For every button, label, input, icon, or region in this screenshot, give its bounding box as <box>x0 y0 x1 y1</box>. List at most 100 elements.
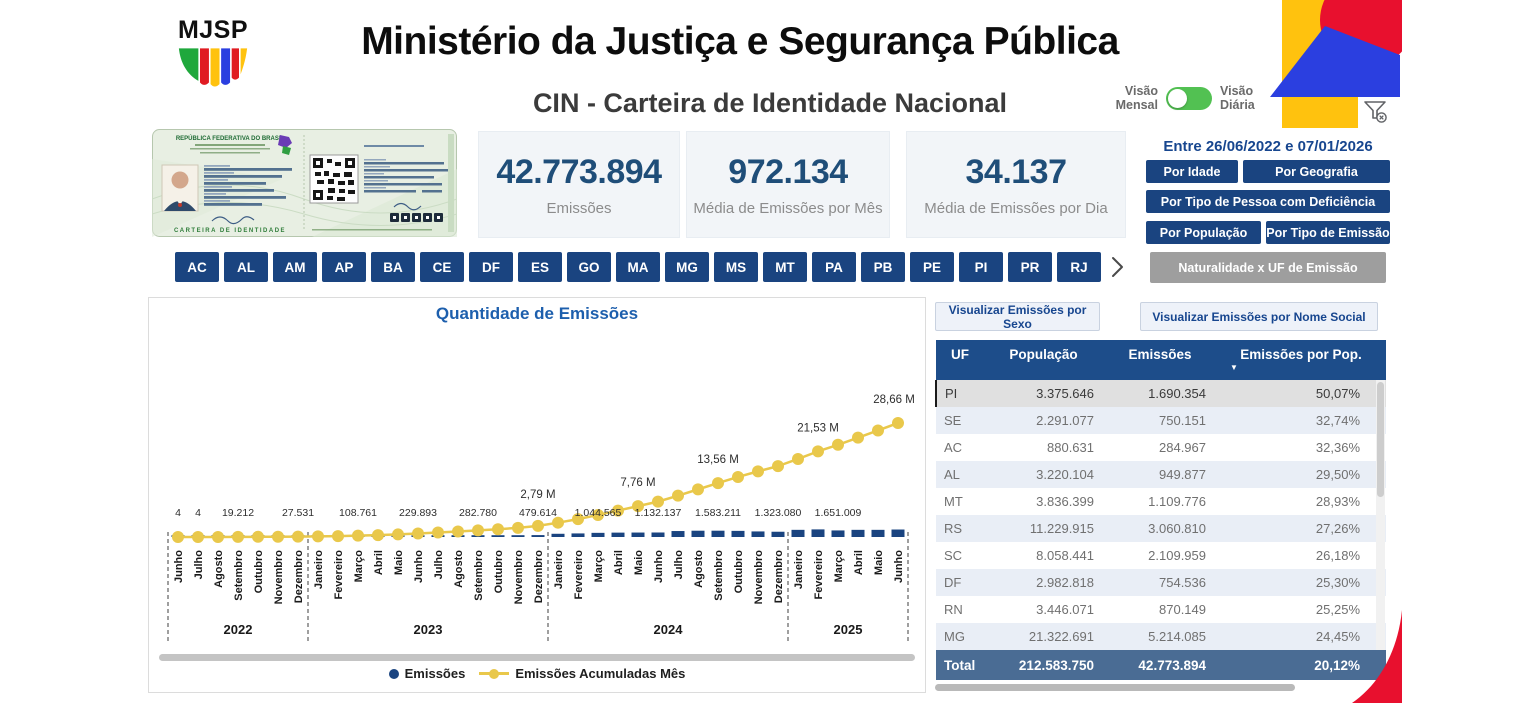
table-horizontal-scrollbar[interactable] <box>935 684 1295 691</box>
filter-button-por-populacao[interactable]: Por População <box>1146 221 1261 244</box>
data-point[interactable] <box>172 531 184 543</box>
kpi-label: Média de Emissões por Dia <box>924 199 1108 217</box>
data-point[interactable] <box>712 477 724 490</box>
uf-button-am[interactable]: AM <box>273 252 317 282</box>
table-row[interactable]: RS 11.229.915 3.060.810 27,26% <box>936 515 1386 542</box>
data-point[interactable] <box>892 417 904 429</box>
visualizar-por-nome-social-button[interactable]: Visualizar Emissões por Nome Social <box>1140 302 1378 331</box>
data-point[interactable] <box>352 529 364 542</box>
data-point[interactable] <box>192 531 204 543</box>
chevron-right-icon[interactable] <box>1106 254 1128 280</box>
uf-button-ms[interactable]: MS <box>714 252 758 282</box>
table-row[interactable]: DF 2.982.818 754.536 25,30% <box>936 569 1386 596</box>
uf-button-pi[interactable]: PI <box>959 252 1003 282</box>
uf-button-mt[interactable]: MT <box>763 252 807 282</box>
data-point[interactable] <box>612 504 624 517</box>
column-header-emissoes[interactable]: Emissões <box>1104 340 1216 380</box>
data-point[interactable] <box>492 523 504 536</box>
uf-button-es[interactable]: ES <box>518 252 562 282</box>
data-point[interactable] <box>652 495 664 508</box>
filter-button-por-idade[interactable]: Por Idade <box>1146 160 1238 183</box>
data-point[interactable] <box>272 530 284 543</box>
data-point[interactable] <box>512 521 524 534</box>
uf-button-mg[interactable]: MG <box>665 252 709 282</box>
uf-button-pr[interactable]: PR <box>1008 252 1052 282</box>
uf-button-row: AC AL AM AP BA CE DF ES GO MA MG MS MT PA PB PE PI PR RJ <box>175 252 1101 282</box>
data-point[interactable] <box>592 508 604 521</box>
table-row[interactable]: RN 3.446.071 870.149 25,25% <box>944 602 1360 617</box>
uf-button-ma[interactable]: MA <box>616 252 660 282</box>
cumulative-line[interactable] <box>172 417 904 543</box>
uf-button-pb[interactable]: PB <box>861 252 905 282</box>
svg-text:Janeiro: Janeiro <box>793 550 805 589</box>
naturalidade-uf-button[interactable]: Naturalidade x UF de Emissão <box>1150 252 1386 283</box>
data-point[interactable] <box>732 470 744 483</box>
data-point[interactable] <box>432 526 444 539</box>
svg-text:Dezembro: Dezembro <box>293 550 305 603</box>
table-row[interactable]: SC 8.058.441 2.109.959 26,18% <box>944 548 1360 563</box>
visualizar-por-sexo-button[interactable]: Visualizar Emissões por Sexo <box>935 302 1100 331</box>
data-point[interactable] <box>472 524 484 537</box>
data-point[interactable] <box>872 424 884 437</box>
table-row[interactable]: PI 3.375.646 1.690.354 50,07% <box>935 380 1386 407</box>
data-point[interactable] <box>812 445 824 458</box>
uf-button-pe[interactable]: PE <box>910 252 954 282</box>
view-toggle[interactable] <box>1166 86 1212 110</box>
data-point[interactable] <box>412 527 424 540</box>
table-row[interactable]: MG 21.322.691 5.214.085 24,45% <box>936 623 1386 650</box>
mjsp-fan-icon <box>178 48 248 87</box>
uf-button-ap[interactable]: AP <box>322 252 366 282</box>
filter-button-por-geografia[interactable]: Por Geografia <box>1243 160 1390 183</box>
table-row[interactable]: SE 2.291.077 750.151 32,74% <box>936 407 1386 434</box>
uf-button-df[interactable]: DF <box>469 252 513 282</box>
data-point[interactable] <box>632 500 644 513</box>
sort-descending-icon[interactable]: ▼ <box>1230 363 1238 372</box>
data-point[interactable] <box>532 519 544 532</box>
uf-button-ce[interactable]: CE <box>420 252 464 282</box>
table-row[interactable]: MT 3.836.399 1.109.776 28,93% <box>944 494 1360 509</box>
data-point[interactable] <box>832 438 844 451</box>
cumulative-value-labels: 2,79 M 7,76 M 13,56 M 21,53 M 28,66 M <box>520 394 914 501</box>
data-point[interactable] <box>212 530 224 543</box>
data-point[interactable] <box>312 530 324 543</box>
data-point[interactable] <box>672 489 684 502</box>
column-header-populacao[interactable]: População <box>984 340 1104 380</box>
data-point[interactable] <box>392 528 404 541</box>
filter-button-por-tipo-pessoa-deficiencia[interactable]: Por Tipo de Pessoa com Deficiência <box>1146 190 1390 213</box>
data-point[interactable] <box>252 530 264 543</box>
legend-item-acumuladas: Emissões Acumuladas Mês <box>479 666 685 681</box>
uf-button-al[interactable]: AL <box>224 252 268 282</box>
uf-button-ac[interactable]: AC <box>175 252 219 282</box>
data-point[interactable] <box>752 465 764 478</box>
data-point[interactable] <box>692 483 704 496</box>
data-point[interactable] <box>792 452 804 465</box>
filter-button-por-tipo-emissao[interactable]: Por Tipo de Emissão <box>1266 221 1390 244</box>
data-point[interactable] <box>452 525 464 538</box>
mjsp-logo-text: MJSP <box>177 16 249 44</box>
data-point[interactable] <box>232 530 244 543</box>
data-point[interactable] <box>852 431 864 444</box>
table-row[interactable]: AC 880.631 284.967 32,36% <box>944 440 1360 455</box>
clear-filters-icon[interactable] <box>1362 98 1388 124</box>
table-vertical-scrollbar[interactable] <box>1376 380 1385 650</box>
uf-button-pa[interactable]: PA <box>812 252 856 282</box>
svg-text:2022: 2022 <box>224 622 253 637</box>
svg-text:Julho: Julho <box>433 550 445 580</box>
uf-button-go[interactable]: GO <box>567 252 611 282</box>
data-point[interactable] <box>772 460 784 473</box>
chart-horizontal-scrollbar[interactable] <box>159 654 915 661</box>
kpi-value: 42.773.894 <box>496 152 662 191</box>
column-header-uf[interactable]: UF <box>936 340 984 380</box>
data-point[interactable] <box>372 529 384 542</box>
table-row[interactable]: AL 3.220.104 949.877 29,50% <box>936 461 1386 488</box>
data-point[interactable] <box>552 516 564 529</box>
data-point[interactable] <box>292 530 304 543</box>
uf-button-ba[interactable]: BA <box>371 252 415 282</box>
table-header-row: UF População Emissões Emissões por Pop. … <box>936 340 1386 380</box>
data-point[interactable] <box>332 530 344 543</box>
uf-button-rj[interactable]: RJ <box>1057 252 1101 282</box>
svg-text:Maio: Maio <box>393 550 405 575</box>
column-header-emissoes-por-pop[interactable]: Emissões por Pop. ▼ <box>1216 340 1386 380</box>
data-point[interactable] <box>572 513 584 526</box>
toggle-knob[interactable] <box>1168 88 1187 108</box>
